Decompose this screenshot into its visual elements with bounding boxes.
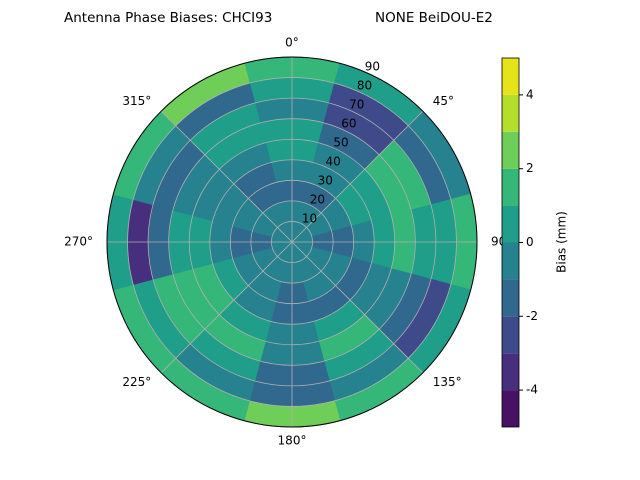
- colorbar-band: [502, 205, 519, 243]
- r-tick-label: 70: [349, 98, 364, 112]
- colorbar-tick-label: -2: [526, 309, 538, 323]
- r-tick-label: 30: [318, 174, 333, 188]
- azimuth-tick-label: 180°: [278, 434, 307, 448]
- colorbar-band: [502, 353, 519, 391]
- grid-spoke: [160, 241, 293, 374]
- r-tick-label: 10: [302, 212, 317, 226]
- colorbar-band: [502, 58, 519, 95]
- colorbar-tick-label: -4: [526, 383, 538, 397]
- r-tick-label: 90: [365, 60, 380, 74]
- colorbar-band: [502, 316, 519, 354]
- azimuth-tick-label: 135°: [433, 375, 462, 389]
- colorbar-tick-label: 4: [526, 87, 534, 101]
- r-tick-label: 80: [357, 79, 372, 93]
- colorbar-tick-label: 0: [526, 235, 534, 249]
- azimuth-tick-label: 0°: [285, 36, 299, 50]
- grid-spoke: [291, 110, 424, 243]
- colorbar-band: [502, 131, 519, 169]
- colorbar-band: [502, 279, 519, 317]
- colorbar-band: [502, 242, 519, 280]
- colorbar-band: [502, 390, 519, 427]
- colorbar: -4 -2 0 2 4 Bias (mm): [501, 57, 569, 428]
- r-tick-label: 20: [310, 193, 325, 207]
- grid-spoke: [160, 110, 293, 243]
- azimuth-tick-label: 315°: [122, 94, 151, 108]
- colorbar-tick-label: 2: [526, 161, 534, 175]
- polar-frame: [106, 56, 478, 428]
- grid-spoke: [291, 241, 424, 374]
- azimuth-tick-label: 45°: [433, 94, 454, 108]
- colorbar-label: Bias (mm): [555, 211, 569, 273]
- r-tick-label: 40: [325, 155, 340, 169]
- colorbar-band: [502, 94, 519, 132]
- colorbar-band: [502, 168, 519, 206]
- polar-plot: 1020304050607080900°45°90135°180°225°270…: [64, 36, 506, 448]
- r-tick-label: 60: [341, 117, 356, 131]
- chart-subtitle: NONE BeiDOU-E2: [375, 10, 493, 26]
- azimuth-tick-label: 270°: [64, 235, 93, 249]
- r-tick-label: 50: [333, 136, 348, 150]
- azimuth-tick-label: 225°: [122, 375, 151, 389]
- chart-title: Antenna Phase Biases: CHCI93: [64, 10, 272, 26]
